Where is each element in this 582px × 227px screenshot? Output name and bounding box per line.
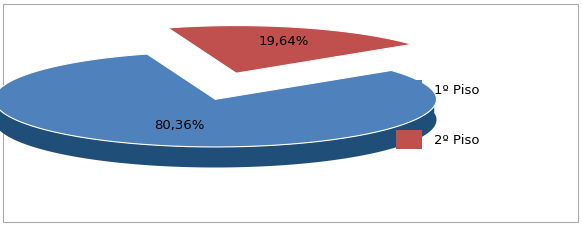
Text: 19,64%: 19,64% — [258, 35, 309, 48]
Polygon shape — [0, 93, 436, 168]
FancyBboxPatch shape — [396, 131, 422, 150]
FancyBboxPatch shape — [396, 81, 422, 100]
Text: 80,36%: 80,36% — [154, 118, 204, 131]
Text: 2º Piso: 2º Piso — [434, 133, 479, 146]
Polygon shape — [168, 26, 412, 74]
Text: 1º Piso: 1º Piso — [434, 83, 479, 96]
Polygon shape — [0, 55, 436, 147]
